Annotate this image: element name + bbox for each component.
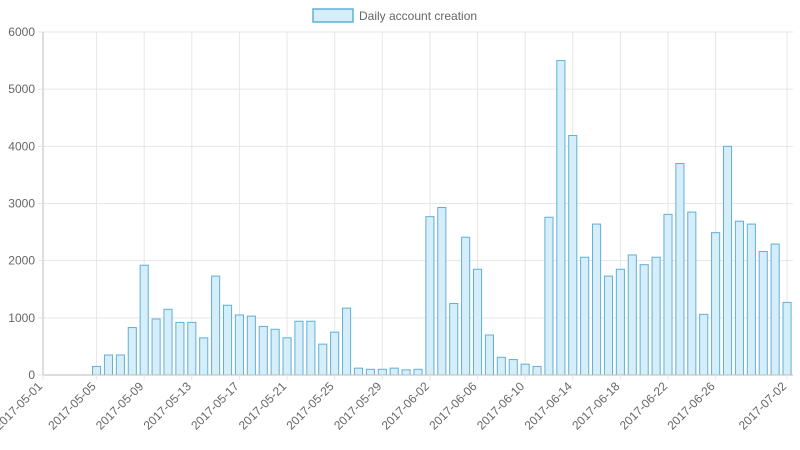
x-tick-label: 2017-05-01 [0,379,45,433]
bar[interactable] [377,368,387,376]
x-tick-label: 2017-06-18 [569,379,623,433]
bar[interactable] [580,256,590,376]
bars [92,60,792,376]
y-tick-label: 6000 [8,25,35,39]
bar[interactable] [306,320,316,376]
bar[interactable] [472,268,483,376]
bar[interactable] [758,251,768,376]
legend[interactable]: Daily account creation [312,8,477,23]
bar[interactable] [734,220,744,376]
bar[interactable] [199,337,209,376]
y-tick-label: 2000 [8,254,35,268]
y-tick-label: 1000 [8,311,35,325]
bar[interactable] [711,232,721,376]
x-tick-label: 2017-06-26 [664,379,718,433]
bar[interactable] [163,308,173,376]
bar[interactable] [246,315,256,376]
bar[interactable] [187,321,197,376]
y-axis-ticks: 0 1000 2000 3000 4000 5000 6000 [8,25,43,382]
bar[interactable] [282,337,292,376]
x-tick-label: 2017-07-02 [736,379,790,433]
legend-swatch[interactable] [312,8,354,23]
bar[interactable] [115,354,125,376]
bar[interactable] [496,356,506,376]
bar[interactable] [568,134,578,376]
bar[interactable] [746,223,756,376]
bar[interactable] [699,313,709,376]
bar[interactable] [663,213,673,376]
bar[interactable] [365,368,375,376]
bar[interactable] [211,275,221,376]
bar[interactable] [556,60,566,376]
y-tick-label: 0 [28,368,35,382]
bar[interactable] [401,369,411,376]
x-tick-label: 2017-06-10 [474,379,528,433]
bar[interactable] [770,243,780,376]
x-tick-label: 2017-05-17 [188,379,242,433]
bar[interactable] [639,264,649,376]
bar[interactable] [330,331,340,376]
x-tick-label: 2017-06-14 [522,379,576,433]
bar[interactable] [92,365,102,376]
y-tick-label: 4000 [8,139,35,153]
bar[interactable] [722,145,733,376]
bar[interactable] [353,367,364,376]
bar[interactable] [627,254,637,376]
x-tick-label: 2017-05-05 [45,379,99,433]
x-tick-label: 2017-05-29 [331,379,385,433]
bar[interactable] [687,211,697,376]
bar[interactable] [675,162,685,376]
bar[interactable] [461,236,471,376]
bar[interactable] [127,327,137,376]
bar[interactable] [544,216,554,376]
y-tick-label: 3000 [8,197,35,211]
x-tick-label: 2017-05-25 [283,379,337,433]
bar[interactable] [603,275,614,376]
bar[interactable] [270,328,280,376]
x-tick-label: 2017-05-13 [141,379,195,433]
legend-label[interactable]: Daily account creation [359,9,477,23]
bar[interactable] [139,264,149,376]
bar[interactable] [318,343,328,376]
bar[interactable] [258,325,268,376]
bar[interactable] [484,334,494,376]
y-tick-label: 5000 [8,82,35,96]
bar[interactable] [449,303,459,376]
bar[interactable] [234,314,244,376]
x-tick-label: 2017-05-21 [236,379,290,433]
bar[interactable] [592,223,602,376]
bar[interactable] [175,321,185,376]
bar[interactable] [437,207,447,376]
bar[interactable] [342,307,352,376]
bar[interactable] [103,354,114,376]
bar[interactable] [222,304,233,376]
bar[interactable] [651,256,661,376]
bar[interactable] [294,320,304,376]
bar[interactable] [413,368,423,376]
bar[interactable] [508,359,518,376]
x-tick-label: 2017-06-22 [617,379,671,433]
x-tick-label: 2017-05-09 [93,379,147,433]
x-tick-label: 2017-06-06 [426,379,480,433]
bar[interactable] [520,363,530,376]
bar[interactable] [389,367,399,376]
x-tick-label: 2017-06-02 [379,379,433,433]
bar[interactable] [782,301,792,376]
bar[interactable] [532,365,542,376]
x-axis-ticks: 2017-05-01 2017-05-052017-05-092017-05-13… [0,375,789,433]
bar[interactable] [425,216,435,376]
bar[interactable] [615,268,625,376]
bar[interactable] [151,318,161,376]
